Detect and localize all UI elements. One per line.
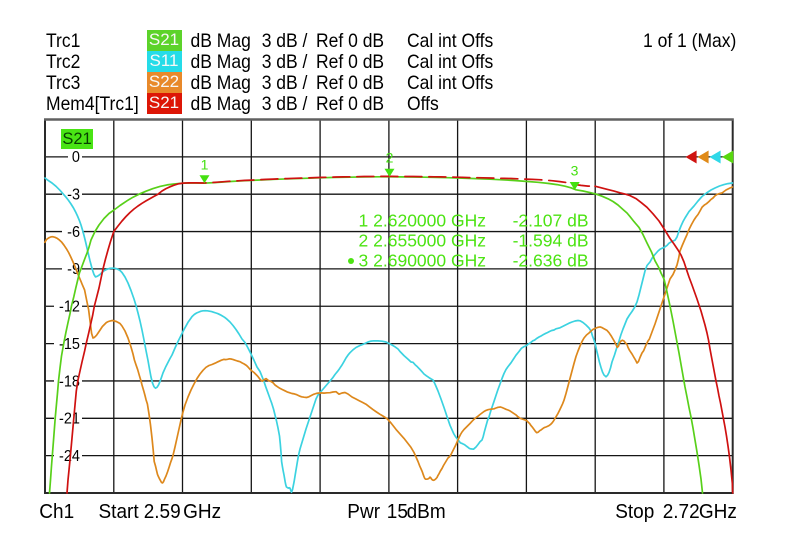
svg-text:-9: -9	[67, 261, 80, 279]
svg-text:-21: -21	[59, 410, 80, 428]
svg-text:0: 0	[72, 149, 80, 167]
svg-text:3: 3	[571, 163, 579, 179]
svg-text:1: 1	[201, 157, 209, 173]
svg-text:-6: -6	[67, 223, 80, 241]
svg-text:-12: -12	[59, 298, 80, 316]
svg-text:-3: -3	[67, 186, 80, 204]
svg-text:-18: -18	[59, 373, 80, 391]
svg-text:2: 2	[386, 150, 394, 166]
